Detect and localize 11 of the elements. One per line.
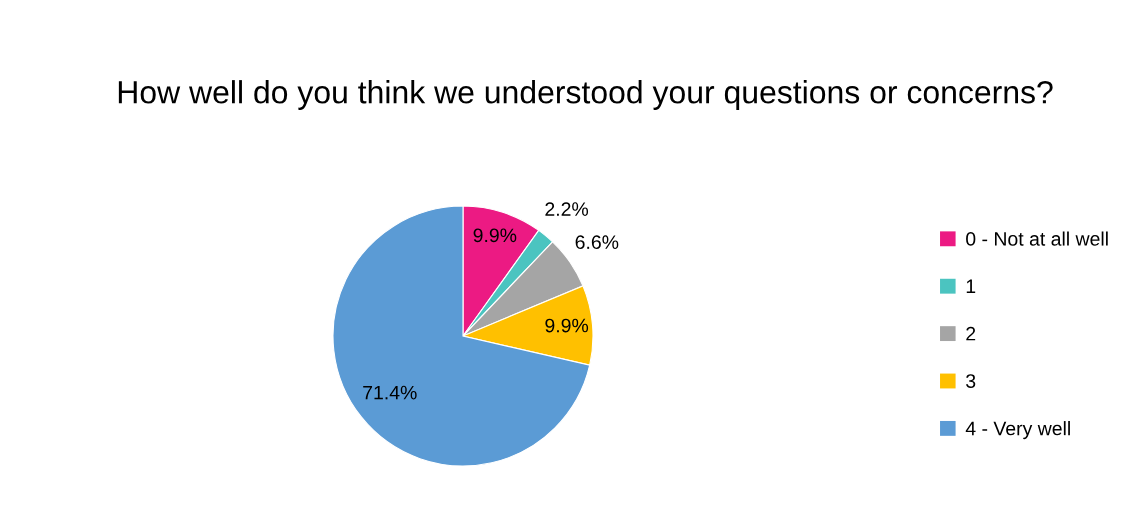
data-label: 6.6%	[575, 235, 619, 250]
data-label: 9.9%	[545, 318, 589, 333]
data-label: 9.9%	[473, 228, 517, 243]
legend-label: 3	[966, 374, 976, 388]
legend-label: 4 - Very well	[965, 421, 1070, 440]
chart-title: How well do you think we understood your questions or concerns?	[118, 80, 1053, 110]
legend-label: 1	[966, 279, 976, 293]
data-label: 2.2%	[545, 202, 589, 216]
legend-label: 2	[966, 326, 976, 341]
legend-label: 0 - Not at all well	[966, 231, 1108, 246]
data-label: 71.4%	[363, 385, 417, 400]
